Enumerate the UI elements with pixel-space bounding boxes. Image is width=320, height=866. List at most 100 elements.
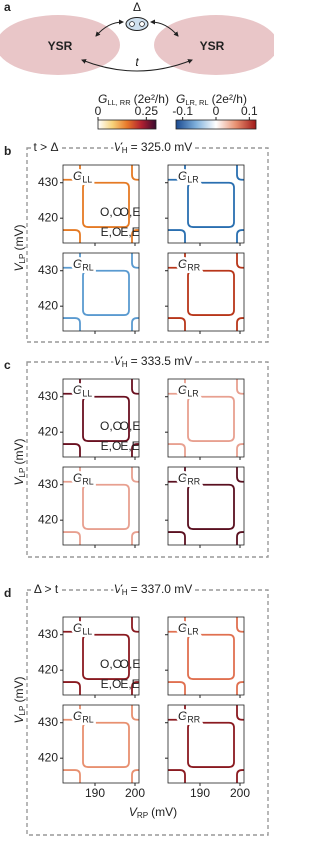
subscript: H — [122, 588, 128, 597]
regime-label: t > Δ — [33, 140, 58, 154]
symbol: V — [114, 582, 123, 596]
resonance — [168, 617, 186, 633]
symbol: G — [178, 621, 187, 635]
subscript: LR, RL — [185, 98, 208, 107]
symbol-label: VLP (mV) — [12, 677, 27, 724]
y-tick-label: 420 — [38, 512, 58, 526]
resonance — [168, 379, 186, 395]
x-tick-label: 200 — [230, 786, 250, 800]
symbol-label: VH = 325.0 mV — [114, 140, 193, 155]
symbol-label: GRL — [73, 709, 94, 724]
plot-frame — [167, 466, 245, 546]
resonance — [236, 165, 244, 181]
symbol-label: GLL — [73, 169, 92, 184]
y-tick-label: 420 — [38, 662, 58, 676]
subscript: LL — [82, 627, 92, 637]
arrow — [95, 19, 124, 37]
resonance — [63, 531, 81, 545]
resonance — [131, 253, 139, 269]
resonance — [131, 705, 139, 721]
subscript: RP — [137, 811, 149, 820]
dot — [139, 21, 145, 27]
panel-label: a — [4, 0, 11, 14]
symbol: V — [129, 805, 138, 819]
resonance — [63, 705, 81, 721]
unit: (mV) — [12, 225, 26, 251]
colorbar-tick-label: 0.1 — [241, 104, 258, 118]
symbol-label: GLR, RL (2e²/h) — [176, 92, 247, 107]
t-label: t — [135, 55, 139, 69]
symbol-label: VH = 337.0 mV — [114, 582, 193, 597]
resonance — [82, 181, 130, 228]
resonance — [131, 379, 139, 395]
suffix: = 337.0 mV — [131, 582, 193, 596]
resonance — [63, 681, 81, 695]
resonance — [131, 467, 139, 483]
resonance — [82, 483, 130, 530]
subscript: RR — [187, 715, 200, 725]
symbol: V — [12, 477, 26, 486]
symbol-label: GLL, RR (2e²/h) — [98, 92, 169, 107]
colorbar-tick-label: 0 — [95, 104, 102, 118]
resonance — [187, 181, 235, 228]
subscript: RR — [187, 477, 200, 487]
symbol-label: GLR — [178, 621, 199, 636]
subscript: H — [122, 146, 128, 155]
symbol-label: GLR — [178, 169, 199, 184]
y-tick-label: 430 — [38, 175, 58, 189]
symbol-label: VH = 333.5 mV — [114, 354, 193, 369]
symbol: G — [178, 709, 187, 723]
state-label: O,E — [120, 657, 141, 671]
y-tick-label: 430 — [38, 477, 58, 491]
symbol-label: GRL — [73, 471, 94, 486]
symbol-label: GRR — [178, 709, 200, 724]
resonance — [236, 467, 244, 483]
resonance — [63, 229, 81, 243]
ysr-label: YSR — [200, 39, 225, 53]
delta-label: Δ — [133, 0, 141, 14]
resonance — [131, 681, 139, 695]
resonance — [236, 617, 244, 633]
panel-label: c — [4, 358, 11, 372]
y-tick-label: 420 — [38, 424, 58, 438]
y-tick-label: 430 — [38, 627, 58, 641]
subscript: LL, RR — [107, 98, 131, 107]
resonance — [236, 681, 244, 695]
regime-label: Δ > t — [34, 582, 59, 596]
plot-frame — [167, 616, 245, 696]
subscript: LL — [82, 389, 92, 399]
state-label: O,O — [100, 205, 122, 219]
unit: (2e²/h) — [134, 92, 169, 106]
plot-frame — [62, 466, 140, 546]
panel-label: b — [4, 144, 11, 158]
panel-box — [26, 147, 269, 343]
suffix: = 325.0 mV — [131, 140, 193, 154]
arrow — [81, 59, 193, 72]
y-tick-label: 420 — [38, 750, 58, 764]
resonance — [236, 443, 244, 457]
x-tick-label: 200 — [125, 786, 145, 800]
resonance — [63, 253, 81, 269]
resonance — [187, 633, 235, 680]
resonance — [131, 769, 139, 783]
resonance — [236, 317, 244, 331]
symbol: G — [178, 169, 187, 183]
colorbar-tick-label: -0.1 — [172, 104, 193, 118]
y-tick-label: 430 — [38, 389, 58, 403]
resonance — [63, 617, 81, 633]
symbol: V — [12, 715, 26, 724]
resonance — [82, 721, 130, 768]
resonance — [63, 467, 81, 483]
resonance — [168, 531, 186, 545]
x-tick-label: 190 — [85, 786, 105, 800]
dot-icon — [125, 17, 149, 31]
resonance — [131, 531, 139, 545]
symbol: G — [98, 92, 107, 106]
unit: (mV) — [12, 677, 26, 703]
resonance — [236, 253, 244, 269]
symbol: G — [73, 169, 82, 183]
panel-box — [26, 589, 269, 836]
resonance — [236, 229, 244, 243]
plot-frame — [167, 164, 245, 244]
